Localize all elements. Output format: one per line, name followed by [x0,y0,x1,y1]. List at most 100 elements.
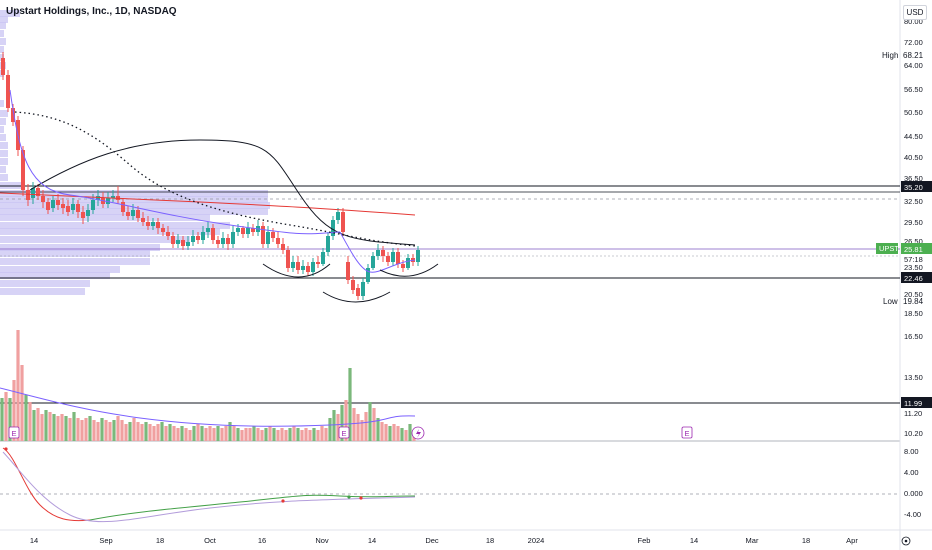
candle-body[interactable] [146,222,150,226]
candle-body[interactable] [161,228,165,232]
candle-body[interactable] [186,242,190,246]
candle-body[interactable] [351,280,355,290]
candle-body[interactable] [336,212,340,220]
candle-body[interactable] [111,196,115,198]
candle-body[interactable] [196,236,200,240]
dotted-trend[interactable] [14,111,416,247]
candle-body[interactable] [21,150,25,190]
candle-body[interactable] [71,204,75,210]
candle-body[interactable] [201,232,205,240]
earnings-marker-icon[interactable] [338,426,350,439]
candle-body[interactable] [36,188,40,196]
candle-body[interactable] [106,198,110,204]
candle-body[interactable] [56,200,60,205]
candle-body[interactable] [271,232,275,238]
candle-body[interactable] [406,258,410,268]
candle-body[interactable] [41,196,45,202]
symbol-title[interactable]: Upstart Holdings, Inc., 1D, NASDAQ [6,6,177,17]
candle-body[interactable] [151,222,155,226]
candle-body[interactable] [11,108,15,122]
candle-body[interactable] [401,264,405,268]
candle-body[interactable] [76,204,80,212]
candle-body[interactable] [211,228,215,240]
candle-body[interactable] [216,240,220,244]
candle-body[interactable] [81,212,85,218]
candle-body[interactable] [416,250,420,262]
candle-body[interactable] [141,218,145,222]
candle-body[interactable] [291,262,295,268]
target-icon[interactable] [901,536,911,546]
candle-body[interactable] [6,75,10,108]
candle-body[interactable] [386,256,390,262]
moving-average-red[interactable] [0,192,416,216]
candle-body[interactable] [191,236,195,242]
candle-body[interactable] [296,262,300,270]
candle-body[interactable] [166,232,170,236]
candle-body[interactable] [26,190,30,200]
candle-body[interactable] [366,268,370,282]
candle-body[interactable] [91,200,95,210]
macd-line-red[interactable] [2,447,91,522]
candle-body[interactable] [176,240,180,244]
macd-line-green[interactable] [89,494,416,521]
candle-body[interactable] [156,222,160,228]
candle-body[interactable] [96,196,100,200]
candle-body[interactable] [181,240,185,246]
candle-body[interactable] [66,206,70,212]
volume-average-line[interactable] [0,387,416,427]
candle-body[interactable] [136,210,140,218]
candle-body[interactable] [31,188,35,198]
candle-body[interactable] [361,282,365,296]
candle-body[interactable] [286,250,290,268]
candle-body[interactable] [321,252,325,264]
candle-body[interactable] [1,58,5,75]
candle-body[interactable] [381,250,385,256]
candle-body[interactable] [46,202,50,210]
candle-body[interactable] [301,266,305,270]
candle-body[interactable] [261,226,265,244]
candle-body[interactable] [126,212,130,216]
candle-body[interactable] [266,232,270,244]
candle-body[interactable] [396,252,400,264]
candle-body[interactable] [281,244,285,250]
moving-average-purple-2[interactable] [339,231,416,273]
moving-average-black[interactable] [29,139,416,246]
moving-average-purple[interactable] [9,89,341,235]
candle-body[interactable] [86,210,90,216]
candle-body[interactable] [306,266,310,272]
candle-body[interactable] [241,228,245,234]
candle-body[interactable] [131,210,135,216]
candle-body[interactable] [231,232,235,244]
ticker-badge-bg[interactable] [876,243,898,254]
head-arc[interactable] [322,291,391,303]
left-shoulder-arc[interactable] [262,263,331,278]
candle-body[interactable] [236,228,240,232]
candle-body[interactable] [341,212,345,232]
earnings-marker-icon[interactable] [681,426,693,439]
right-shoulder-arc[interactable] [379,263,439,277]
candle-body[interactable] [316,262,320,264]
currency-button[interactable]: USD [903,5,927,20]
earnings-marker-icon[interactable] [8,426,20,439]
ticker-badge[interactable]: UPST [879,244,899,253]
candle-body[interactable] [391,252,395,262]
candle-body[interactable] [376,250,380,256]
candle-body[interactable] [371,256,375,268]
candle-body[interactable] [206,228,210,232]
candle-body[interactable] [356,288,360,296]
candle-body[interactable] [226,238,230,244]
signal-line[interactable] [2,451,416,523]
candle-body[interactable] [326,236,330,252]
candle-body[interactable] [276,238,280,244]
candle-body[interactable] [251,228,255,232]
candle-body[interactable] [311,262,315,272]
candle-body[interactable] [61,204,65,208]
candle-body[interactable] [246,228,250,234]
candle-body[interactable] [51,200,55,208]
candle-body[interactable] [331,220,335,236]
candle-body[interactable] [171,236,175,244]
candle-body[interactable] [121,202,125,212]
candle-body[interactable] [221,238,225,244]
candle-body[interactable] [346,262,350,280]
